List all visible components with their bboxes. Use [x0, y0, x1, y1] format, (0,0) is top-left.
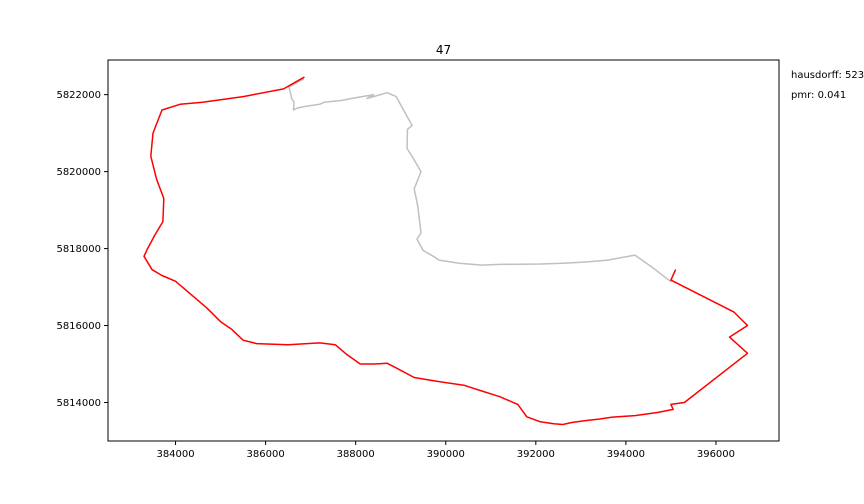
x-tick-label: 396000: [697, 449, 735, 460]
x-tick-label: 394000: [607, 449, 645, 460]
x-tick-label: 392000: [517, 449, 555, 460]
pmr-annotation: pmr: 0.041: [791, 90, 847, 101]
x-axis: 384000 386000 388000 390000 392000 394000 3960…: [156, 441, 735, 460]
chart-title: 47: [436, 43, 451, 57]
hausdorff-annotation: hausdorff: 523: [791, 70, 864, 81]
y-tick-label: 5816000: [56, 321, 101, 332]
y-axis: 5814000 5816000 5818000 5820000 5822000: [56, 90, 108, 409]
series-1-line: [143, 76, 749, 426]
series-0-line: [288, 78, 672, 283]
y-tick-label: 5814000: [56, 398, 101, 409]
series-layer: [143, 76, 749, 426]
y-tick-label: 5822000: [56, 90, 101, 101]
x-tick-label: 388000: [337, 449, 375, 460]
x-tick-label: 386000: [247, 449, 285, 460]
y-tick-label: 5818000: [56, 244, 101, 255]
y-tick-label: 5820000: [56, 167, 101, 178]
x-tick-label: 384000: [156, 449, 194, 460]
plot-frame: [107, 59, 780, 442]
x-tick-label: 390000: [427, 449, 465, 460]
